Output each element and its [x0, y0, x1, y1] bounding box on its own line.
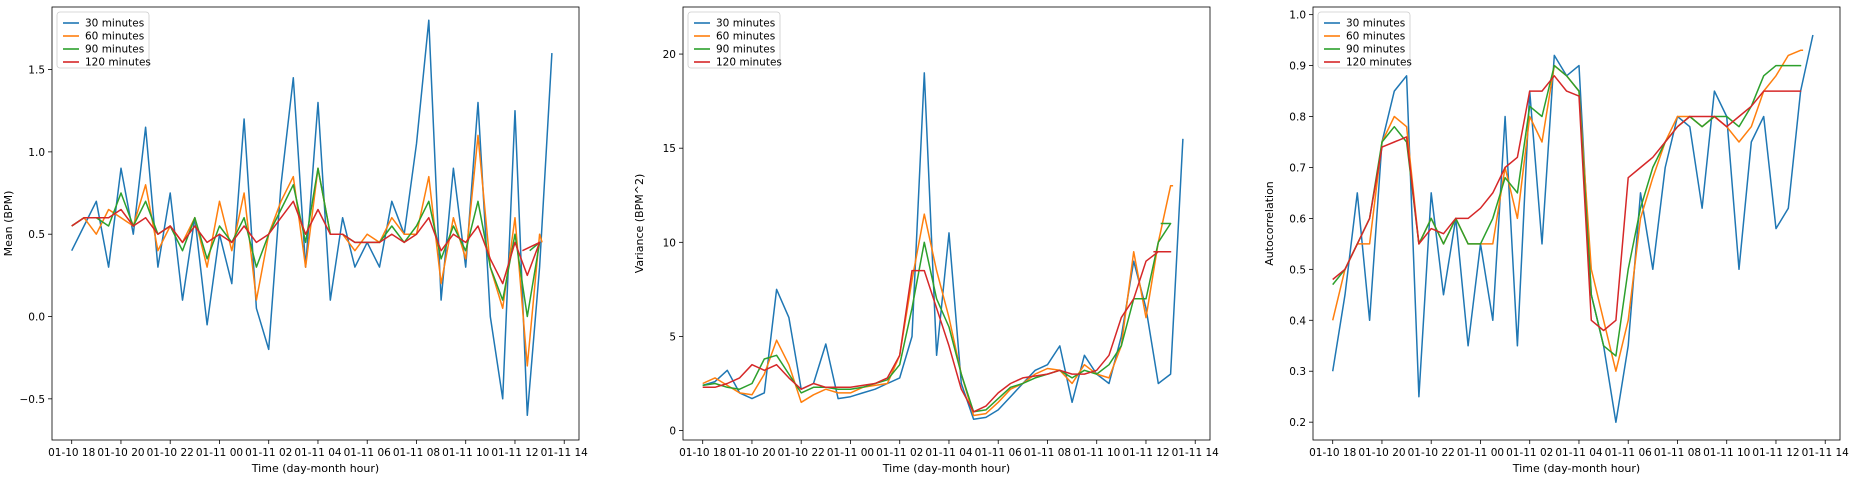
- y-tick-label: 0.0: [28, 312, 45, 324]
- legend-label: 90 minutes: [716, 44, 775, 56]
- x-tick-label: 01-11 00: [1457, 447, 1504, 459]
- y-tick-label: 5: [669, 331, 676, 343]
- series-line-120-minutes: [71, 200, 541, 285]
- legend-label: 120 minutes: [716, 57, 782, 69]
- chart-panel-mean: 01-10 18 01-10 20 01-10 22 01-11 00 01-11 02…: [2, 6, 589, 475]
- series-line-30-minutes: [702, 72, 1184, 421]
- x-tick-label: 01-11 10: [442, 447, 489, 459]
- x-tick-label: 01-10 18: [679, 447, 726, 459]
- legend-label: 60 minutes: [85, 31, 144, 43]
- y-tick-label: 0.5: [28, 229, 45, 241]
- x-tick-label: 01-11 08: [1024, 447, 1071, 459]
- series-line-90-minutes: [71, 167, 541, 318]
- x-tick-label: 01-11 14: [1172, 447, 1220, 459]
- x-tick-label: 01-10 22: [147, 447, 194, 459]
- legend-label: 60 minutes: [1346, 31, 1405, 43]
- x-tick-label: 01-11 04: [925, 447, 973, 459]
- x-tick-label: 01-11 14: [1802, 447, 1850, 459]
- x-tick-label: 01-10 22: [778, 447, 825, 459]
- legend-box: [687, 11, 781, 69]
- legend-label: 60 minutes: [716, 31, 775, 43]
- x-axis-label: Time (day-month hour): [251, 462, 379, 475]
- y-tick-label: 0.5: [1289, 264, 1306, 276]
- y-tick-label: 10: [663, 237, 676, 249]
- axes-frame: [1312, 6, 1841, 441]
- x-tick-label: 01-10 20: [728, 447, 775, 459]
- y-tick-label: 20: [663, 49, 676, 61]
- legend-box: [1317, 11, 1411, 69]
- x-tick-label: 01-11 08: [1654, 447, 1701, 459]
- legend-label: 90 minutes: [85, 44, 144, 56]
- series-line-30-minutes: [1331, 34, 1814, 423]
- x-tick-label: 01-11 10: [1073, 447, 1120, 459]
- x-axis-label: Time (day-month hour): [882, 462, 1010, 475]
- y-axis-label: Autocorrelation: [1263, 181, 1276, 266]
- x-tick-label: 01-11 06: [344, 447, 392, 459]
- x-tick-label: 01-11 12: [1752, 447, 1799, 459]
- legend-label: 120 minutes: [1346, 57, 1412, 69]
- y-tick-label: 0.4: [1289, 315, 1306, 327]
- x-tick-label: 01-10 20: [1358, 447, 1405, 459]
- x-tick-label: 01-11 08: [393, 447, 440, 459]
- x-tick-label: 01-11 12: [491, 447, 538, 459]
- x-tick-label: 01-11 02: [245, 447, 292, 459]
- axes-frame: [51, 6, 580, 441]
- y-tick-label: 1.0: [28, 147, 45, 159]
- legend-label: 30 minutes: [1346, 18, 1405, 30]
- series-line-90-minutes: [702, 222, 1172, 413]
- y-tick-label: 0.6: [1289, 213, 1306, 225]
- series-line-120-minutes: [702, 250, 1172, 413]
- x-tick-label: 01-11 00: [827, 447, 874, 459]
- x-axis-label: Time (day-month hour): [1512, 462, 1640, 475]
- y-axis-label: Variance (BPM^2): [633, 174, 646, 273]
- axes-frame: [682, 6, 1211, 441]
- x-tick-label: 01-10 18: [1309, 447, 1356, 459]
- legend-label: 30 minutes: [85, 18, 144, 30]
- x-tick-label: 01-11 02: [1506, 447, 1553, 459]
- y-axis-label: Mean (BPM): [2, 191, 15, 257]
- x-tick-label: 01-11 04: [1555, 447, 1603, 459]
- chart-panel-variance: 01-10 18 01-10 20 01-10 22 01-11 00 01-11 02…: [633, 6, 1220, 475]
- y-tick-label: 0: [669, 426, 676, 438]
- series-line-30-minutes: [71, 19, 553, 417]
- y-tick-label: 15: [663, 143, 676, 155]
- legend-label: 30 minutes: [716, 18, 775, 30]
- y-tick-label: −0.5: [20, 394, 46, 406]
- x-tick-label: 01-11 10: [1703, 447, 1750, 459]
- x-tick-label: 01-11 00: [196, 447, 243, 459]
- y-tick-label: 0.9: [1289, 61, 1306, 73]
- series-line-90-minutes: [1332, 64, 1802, 357]
- x-tick-label: 01-11 12: [1122, 447, 1169, 459]
- x-tick-label: 01-11 06: [975, 447, 1023, 459]
- y-tick-label: 0.7: [1289, 162, 1306, 174]
- x-tick-label: 01-11 06: [1605, 447, 1653, 459]
- chart-panel-autocorrelation: 01-10 18 01-10 20 01-10 22 01-11 00 01-11 02…: [1263, 6, 1850, 475]
- y-tick-label: 0.3: [1289, 366, 1306, 378]
- legend-label: 120 minutes: [85, 57, 151, 69]
- y-tick-label: 0.8: [1289, 112, 1306, 124]
- x-tick-label: 01-10 18: [48, 447, 95, 459]
- x-tick-label: 01-11 04: [294, 447, 342, 459]
- x-tick-label: 01-10 22: [1408, 447, 1455, 459]
- series-line-60-minutes: [1331, 49, 1804, 372]
- x-tick-label: 01-11 02: [876, 447, 923, 459]
- x-tick-label: 01-10 20: [97, 447, 144, 459]
- series-line-60-minutes: [702, 185, 1174, 417]
- legend-label: 90 minutes: [1346, 44, 1405, 56]
- x-tick-label: 01-11 14: [541, 447, 589, 459]
- y-tick-label: 1.0: [1289, 10, 1306, 22]
- legend-box: [56, 11, 150, 69]
- y-tick-label: 0.2: [1289, 417, 1306, 429]
- y-tick-label: 1.5: [28, 65, 45, 77]
- series-line-120-minutes: [1332, 75, 1802, 332]
